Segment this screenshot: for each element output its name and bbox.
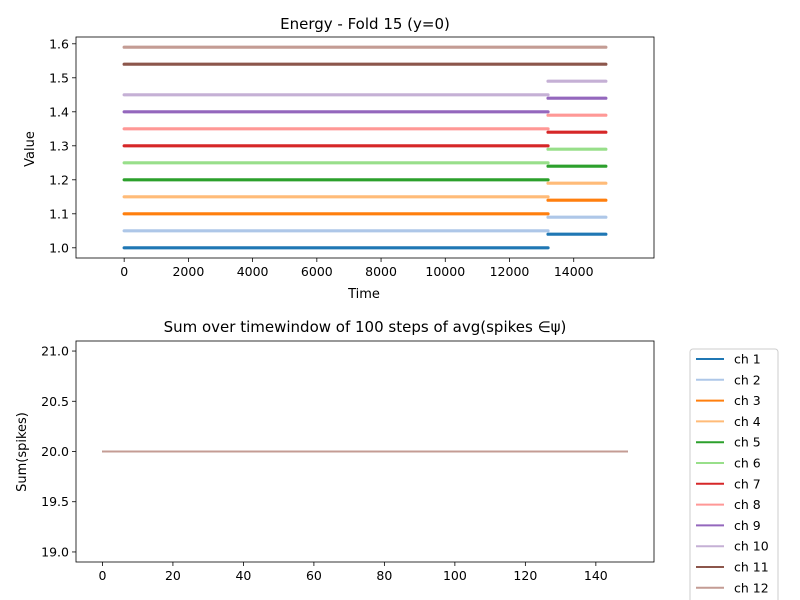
legend-label: ch 3	[734, 393, 761, 408]
top-chart: 0 2000 4000 6000 8000 10000 12000 14000 1.0 1.1 1.…	[49, 36, 655, 279]
bottom-xtick-label: 0	[98, 568, 106, 583]
bottom-ytick-label: 21.0	[41, 344, 69, 359]
bottom-frame	[75, 340, 655, 563]
bottom-ytick-label: 19.5	[41, 494, 69, 509]
bottom-ytick-label: 19.0	[41, 544, 69, 559]
top-ytick-label: 1.1	[49, 206, 69, 221]
bottom-ytick-label: 20.0	[41, 444, 69, 459]
bottom-ytick-label: 20.5	[41, 394, 69, 409]
top-frame	[75, 36, 655, 259]
top-xtick-label: 6000	[301, 264, 333, 279]
top-xtick-label: 0	[120, 264, 128, 279]
legend-label: ch 7	[734, 476, 761, 491]
bottom-xtick-label: 40	[235, 568, 251, 583]
top-chart-xlabel: Time	[347, 287, 380, 302]
top-chart-title: Energy - Fold 15 (y=0)	[280, 15, 450, 33]
legend-box	[689, 348, 779, 600]
legend-label: ch 5	[734, 435, 761, 450]
top-xtick-label: 14000	[554, 264, 594, 279]
top-ytick-label: 1.4	[49, 104, 69, 119]
bottom-chart: 0 20 40 60 80 100 120 140 19.0 19.5 20.0 20.5 21.0	[41, 340, 655, 583]
bottom-chart-title: Sum over timewindow of 100 steps of avg(…	[164, 318, 567, 336]
top-ytick-label: 1.0	[49, 240, 69, 255]
bottom-xtick-label: 20	[165, 568, 181, 583]
legend-label: ch 2	[734, 372, 761, 387]
top-chart-ylabel: Value	[23, 131, 38, 167]
top-ytick-label: 1.3	[49, 138, 69, 153]
bottom-xtick-label: 80	[376, 568, 392, 583]
top-ytick-label: 1.2	[49, 172, 69, 187]
bottom-chart-ylabel: Sum(spikes)	[15, 412, 30, 492]
bottom-xtick-label: 100	[443, 568, 467, 583]
legend-label: ch 10	[734, 539, 769, 554]
bottom-xtick-label: 120	[513, 568, 537, 583]
bottom-xtick-label: 60	[306, 568, 322, 583]
legend: ch 1 ch 2 ch 3 ch 4 ch 5 ch 6 ch 7 ch 8 ch 9 ch 1…	[689, 348, 779, 600]
legend-label: ch 1	[734, 352, 761, 367]
legend-label: ch 6	[734, 456, 761, 471]
legend-label: ch 11	[734, 560, 769, 575]
top-xtick-label: 4000	[237, 264, 269, 279]
top-ytick-label: 1.5	[49, 70, 69, 85]
legend-label: ch 12	[734, 580, 769, 595]
top-ytick-label: 1.6	[49, 36, 69, 51]
legend-label: ch 9	[734, 518, 761, 533]
legend-label: ch 8	[734, 497, 761, 512]
bottom-xtick-label: 140	[584, 568, 608, 583]
top-xtick-label: 8000	[365, 264, 397, 279]
top-xtick-label: 10000	[425, 264, 465, 279]
top-xtick-label: 2000	[172, 264, 204, 279]
legend-label: ch 4	[734, 414, 761, 429]
top-xtick-label: 12000	[490, 264, 530, 279]
